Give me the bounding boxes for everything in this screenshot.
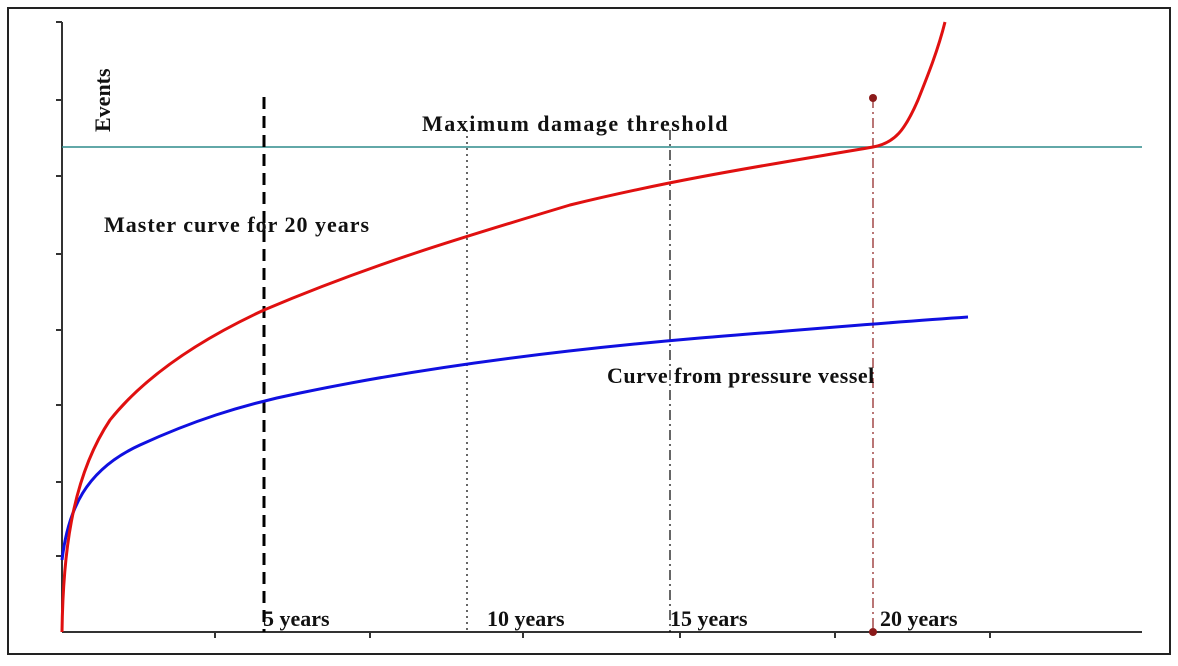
marker-dot — [869, 628, 877, 636]
curve-label: Master curve for 20 years — [104, 212, 370, 237]
marker-label: 15 years — [670, 606, 748, 631]
marker-label: 5 years — [263, 606, 330, 631]
marker-dot — [869, 94, 877, 102]
marker-label: 20 years — [880, 606, 958, 631]
vessel-curve — [60, 315, 969, 561]
axis-label: Events — [90, 68, 115, 132]
frame — [7, 7, 1171, 655]
threshold-label: Maximum damage threshold — [422, 111, 729, 136]
marker-label: 10 years — [487, 606, 565, 631]
curve-label: Curve from pressure vessel — [607, 363, 875, 388]
master-curve — [60, 21, 947, 633]
axes — [56, 21, 1142, 638]
